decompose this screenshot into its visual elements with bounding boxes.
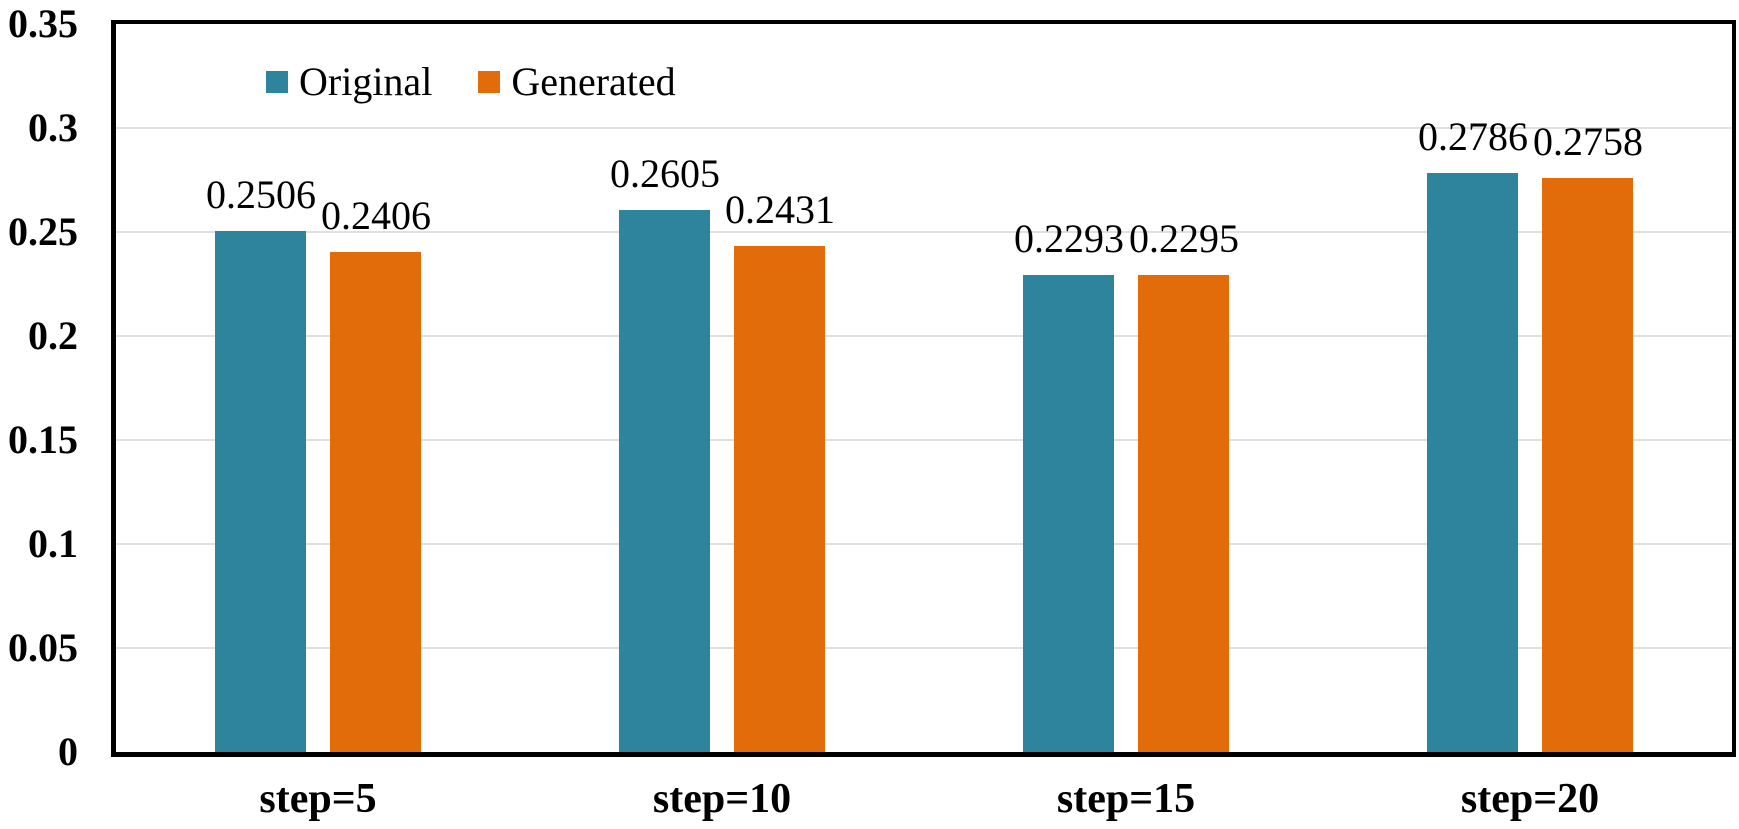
y-tick-label: 0.05 bbox=[8, 625, 78, 670]
bar-value-label: 0.2758 bbox=[1533, 119, 1643, 164]
y-tick-label: 0.3 bbox=[28, 105, 78, 150]
gridline bbox=[116, 543, 1732, 545]
legend-label: Original bbox=[299, 59, 433, 104]
gridline bbox=[116, 127, 1732, 129]
y-tick-label: 0 bbox=[58, 729, 78, 774]
x-category-label-step=10: step=10 bbox=[652, 776, 792, 822]
legend-item-generated: Generated bbox=[478, 59, 676, 104]
x-category-label-step=20: step=20 bbox=[1460, 776, 1600, 822]
y-tick-label: 0.25 bbox=[8, 209, 78, 254]
bar-generated-step=15 bbox=[1138, 275, 1229, 752]
y-tick-label: 0.15 bbox=[8, 417, 78, 462]
bar-value-label: 0.2431 bbox=[725, 187, 835, 232]
y-tick-label: 0.2 bbox=[28, 313, 78, 358]
bar-value-label: 0.2293 bbox=[1014, 216, 1124, 261]
legend-item-original: Original bbox=[266, 60, 432, 104]
gridline bbox=[116, 231, 1732, 233]
bar-value-label: 0.2786 bbox=[1418, 114, 1528, 159]
x-category-label-step=15: step=15 bbox=[1056, 776, 1196, 822]
x-category-label-step=5: step=5 bbox=[259, 776, 377, 822]
bar-generated-step=20 bbox=[1542, 178, 1633, 752]
bar-value-label: 0.2506 bbox=[206, 172, 316, 217]
legend-marker-icon bbox=[266, 71, 288, 93]
gridline bbox=[116, 335, 1732, 337]
bar-value-label: 0.2605 bbox=[610, 151, 720, 196]
bar-value-label: 0.2406 bbox=[321, 193, 431, 238]
bar-generated-step=5 bbox=[330, 252, 421, 752]
legend-marker-icon bbox=[478, 71, 501, 93]
bar-value-label: 0.2295 bbox=[1129, 216, 1239, 261]
legend: Original Generated bbox=[266, 60, 676, 104]
plot-area-frame: 0.2506 0.2605 0.2293 0.2786 0.2406 0.2431 0.22… bbox=[111, 20, 1736, 757]
y-tick-label: 0.1 bbox=[28, 521, 78, 566]
bar-original-step=15 bbox=[1023, 275, 1114, 752]
bar-original-step=20 bbox=[1427, 173, 1518, 752]
gridline bbox=[116, 439, 1732, 441]
legend-label: Generated bbox=[511, 59, 676, 104]
plot-area: 0.2506 0.2605 0.2293 0.2786 0.2406 0.2431 0.22… bbox=[116, 24, 1732, 752]
bar-original-step=5 bbox=[215, 231, 306, 752]
y-tick-label: 0.35 bbox=[8, 1, 78, 46]
gridline bbox=[116, 647, 1732, 649]
bar-original-step=10 bbox=[619, 210, 710, 752]
bar-generated-step=10 bbox=[734, 246, 825, 752]
